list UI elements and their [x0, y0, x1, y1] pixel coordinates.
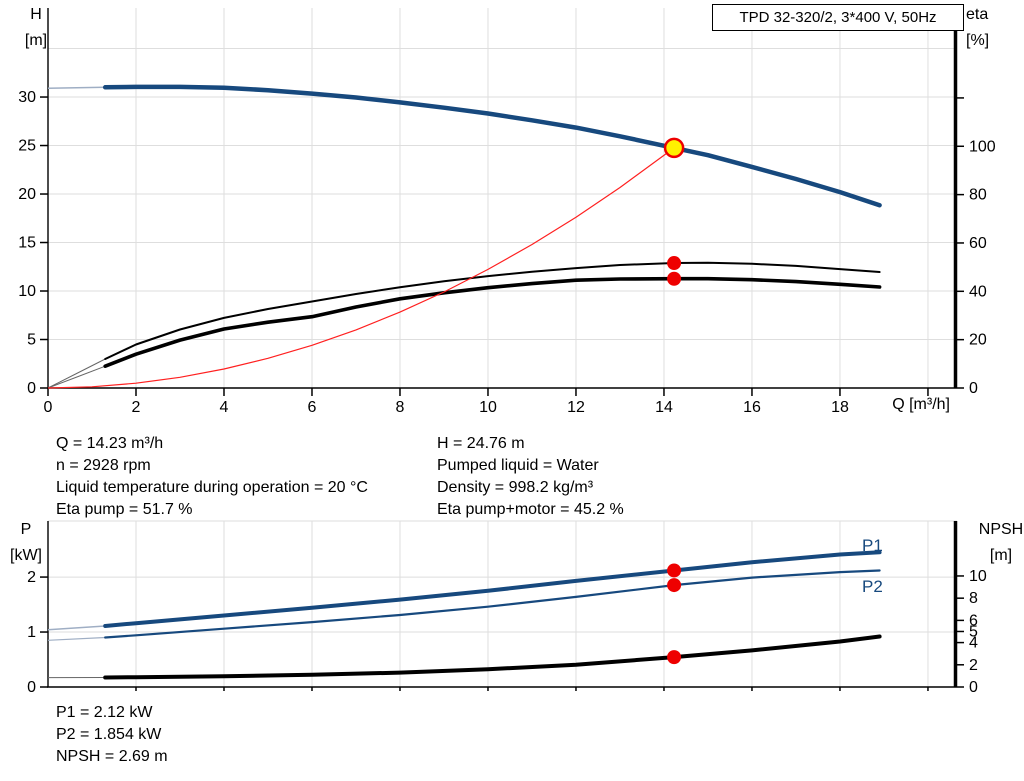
p-axis-label: P	[20, 521, 32, 538]
x-tick-label: 4	[220, 399, 229, 416]
result-npsh: NPSH = 2.69 m	[56, 748, 168, 765]
h-axis-label: H	[30, 6, 42, 23]
left-tick-label: 1	[27, 624, 36, 641]
info-block-left: Q = 14.23 m³/h n = 2928 rpm Liquid tempe…	[56, 433, 368, 521]
power-block: P1 = 2.12 kW P2 = 1.854 kW NPSH = 2.69 m	[56, 702, 168, 768]
right-tick-label: 10	[969, 568, 987, 585]
series-curve	[102, 84, 882, 208]
series-curve	[104, 261, 881, 360]
info-h: H = 24.76 m	[437, 435, 525, 452]
x-tick-label: 10	[479, 399, 497, 416]
left-tick-label: 25	[18, 138, 36, 155]
x-tick-label: 14	[655, 399, 673, 416]
right-axis-title-top: eta [%]	[966, 2, 1010, 54]
right-tick-label: 0	[969, 679, 978, 696]
head-efficiency-chart: 0 5 10 15 20 25 30 0 20 40 60 80 100 0 2 4 6 8 10 12 14 16 18	[18, 8, 996, 416]
series-label: P2	[862, 577, 883, 596]
left-tick-label: 5	[27, 332, 36, 349]
p2-point	[667, 578, 682, 593]
left-axis-title-bottom: P [kW]	[6, 517, 46, 569]
x-tick-label: 6	[308, 399, 317, 416]
x-tick-label: 16	[743, 399, 761, 416]
series-curve	[103, 550, 882, 628]
x-axis-label: Q [m³/h]	[892, 396, 950, 413]
left-tick-label: 10	[18, 283, 36, 300]
info-density: Density = 998.2 kg/m³	[437, 479, 594, 496]
x-tick-label: 12	[567, 399, 585, 416]
info-block-right: H = 24.76 m Pumped liquid = Water Densit…	[437, 433, 624, 521]
right-tick-label: 5	[969, 623, 978, 640]
series-curve	[103, 634, 882, 680]
p1-point	[667, 563, 682, 578]
right-tick-label: 20	[969, 332, 987, 349]
series-lead	[47, 86, 106, 90]
duty-point	[663, 137, 685, 159]
x-tick-label: 8	[396, 399, 405, 416]
result-p1: P1 = 2.12 kW	[56, 704, 153, 721]
left-tick-label: 20	[18, 186, 36, 203]
right-tick-label: 8	[969, 590, 978, 607]
info-q: Q = 14.23 m³/h	[56, 435, 164, 452]
series-label: P1	[862, 536, 883, 555]
result-p2: P2 = 1.854 kW	[56, 726, 162, 743]
left-tick-label: 2	[27, 569, 36, 586]
series-curve	[104, 569, 881, 639]
series-curve	[47, 147, 675, 389]
series-lead	[47, 625, 106, 631]
left-axis-title-top: H [m]	[16, 2, 56, 54]
right-tick-label: 40	[969, 283, 987, 300]
series-curve	[103, 276, 882, 369]
series-lead	[47, 636, 106, 641]
info-eta-pump: Eta pump = 51.7 %	[56, 501, 193, 518]
p-axis-unit: [kW]	[10, 547, 42, 564]
x-tick-label: 18	[831, 399, 849, 416]
info-n: n = 2928 rpm	[56, 457, 151, 474]
right-tick-label: 80	[969, 187, 987, 204]
npsh-axis-unit: [m]	[989, 547, 1013, 564]
series-lead	[47, 358, 106, 389]
left-tick-label: 0	[27, 679, 36, 696]
info-liquid-temp: Liquid temperature during operation = 20…	[56, 479, 368, 496]
left-tick-label: 30	[18, 89, 36, 106]
eta-pump-point	[667, 256, 682, 271]
x-tick-label: 0	[44, 399, 53, 416]
info-pumped-liquid: Pumped liquid = Water	[437, 457, 599, 474]
eta-pump-motor-point	[667, 271, 682, 286]
right-tick-label: 4	[969, 635, 978, 652]
eta-axis-label: eta	[966, 6, 989, 23]
npsh-axis-label: NPSH	[978, 521, 1024, 538]
right-tick-label: 6	[969, 612, 978, 629]
info-eta-pump-motor: Eta pump+motor = 45.2 %	[437, 501, 624, 518]
right-axis-title-bottom: NPSH [m]	[978, 517, 1024, 569]
left-tick-label: 15	[18, 235, 36, 252]
right-tick-label: 60	[969, 235, 987, 252]
power-npsh-chart: 0 1 2 0 2 456 8 10 P1 P2	[27, 520, 987, 696]
series-lead	[47, 365, 106, 389]
pump-title-box: TPD 32-320/2, 3*400 V, 50Hz	[712, 4, 964, 31]
npsh-point	[667, 650, 682, 665]
left-tick-label: 0	[27, 380, 36, 397]
eta-axis-unit: [%]	[966, 32, 990, 49]
h-axis-unit: [m]	[24, 32, 48, 49]
right-tick-label: 0	[969, 380, 978, 397]
right-tick-label: 100	[969, 138, 996, 155]
right-tick-label: 2	[969, 657, 978, 674]
x-tick-label: 2	[132, 399, 141, 416]
